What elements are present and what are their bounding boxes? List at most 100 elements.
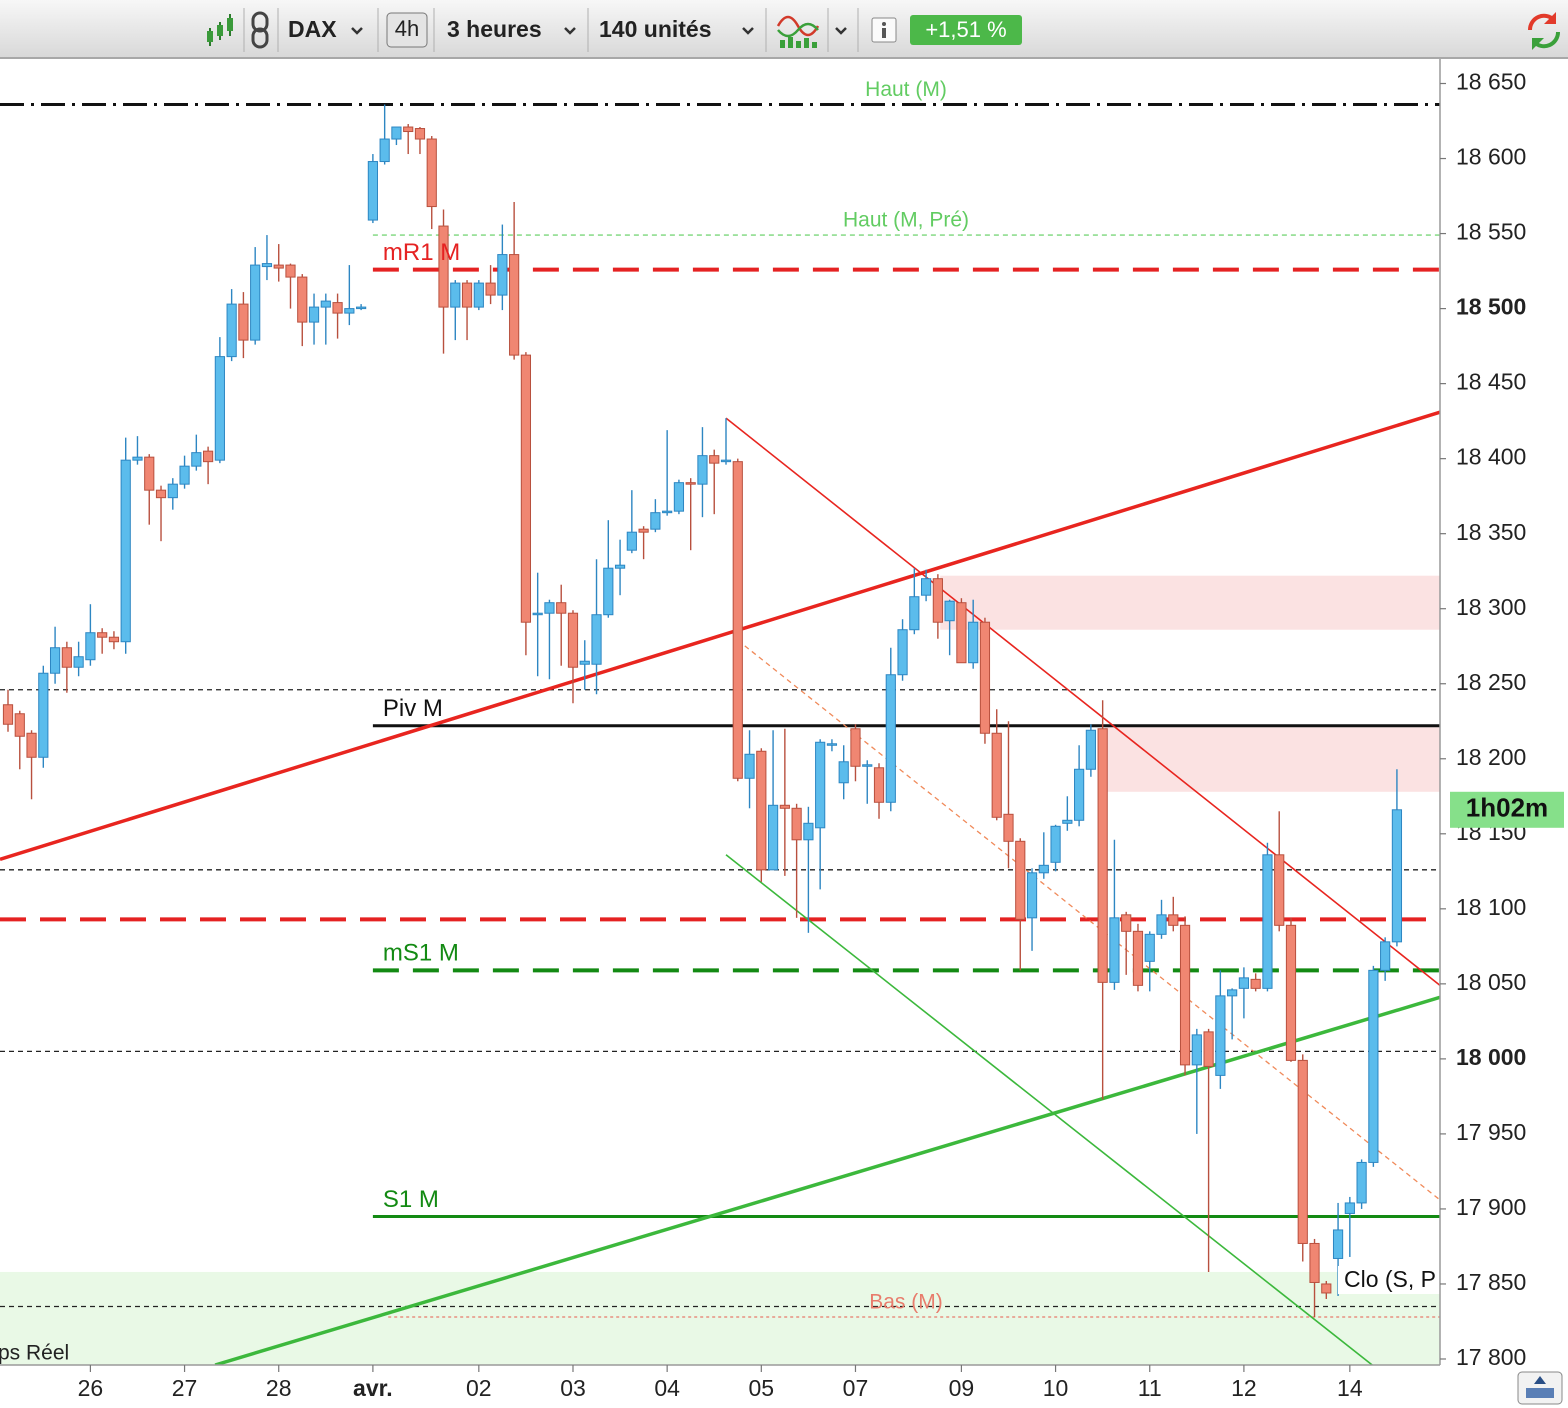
candle-body: [709, 455, 720, 464]
plot-area: Haut (M) Haut (M, Pré) mR1 M Piv M mS1 M S1 M…: [0, 78, 1440, 1365]
candle-body: [49, 647, 61, 674]
info-button[interactable]: [871, 17, 897, 43]
candle-body: [1132, 930, 1144, 986]
x-tick-label: 27: [172, 1375, 198, 1401]
menu-chevron[interactable]: [835, 27, 847, 35]
candle-body: [732, 461, 743, 779]
candle-body: [1321, 1283, 1332, 1294]
candle-body: [979, 621, 991, 734]
candle-body: [1297, 1059, 1308, 1244]
candle-body: [285, 264, 296, 278]
level-label: S1 M: [383, 1186, 439, 1213]
candle-body: [720, 459, 732, 463]
candle-body: [532, 612, 543, 616]
zoom-button[interactable]: [1517, 1371, 1563, 1405]
candle-body: [591, 614, 602, 665]
y-tick-label: 18 650: [1456, 69, 1526, 95]
candle-body: [1368, 969, 1379, 1163]
y-tick-label: 17 900: [1456, 1194, 1526, 1220]
interval-button[interactable]: 4h: [386, 12, 428, 48]
candle-body: [426, 138, 437, 208]
units-selector[interactable]: 140 unités: [599, 16, 754, 42]
level-label: Haut (M, Pré): [843, 209, 969, 232]
candle-body: [144, 456, 155, 491]
indicators-button[interactable]: [776, 15, 820, 48]
zone: [940, 575, 1440, 630]
link-icon[interactable]: [251, 11, 269, 49]
chart-type-icon[interactable]: [207, 14, 233, 46]
level-label: mS1 M: [383, 940, 459, 967]
candle-body: [626, 531, 637, 551]
candle-body: [650, 512, 661, 530]
period: 3 heures: [447, 16, 542, 42]
price-axis: [1440, 58, 1568, 1408]
candle-body: [685, 482, 696, 485]
level-label: Piv M: [383, 695, 443, 722]
interval: 4h: [395, 16, 419, 41]
candle-body: [320, 300, 331, 308]
candle-body: [838, 761, 849, 784]
axes: 18 650 18 600 18 550 18 500 18 450 18 400 18 3…: [78, 69, 1564, 1401]
symbol-selector[interactable]: DAX: [288, 16, 363, 42]
candle-body: [332, 302, 343, 314]
candle-body: [1285, 924, 1297, 1061]
candle-body: [1121, 914, 1132, 932]
candle-body: [461, 282, 473, 308]
candle-body: [155, 489, 167, 499]
candle-body: [567, 612, 579, 668]
level-label: Haut (M): [865, 78, 947, 101]
candle-body: [1003, 813, 1014, 842]
candle-body: [1262, 854, 1273, 989]
candle-body: [226, 303, 237, 358]
candle-body: [968, 621, 979, 664]
annotation: ps Réel: [0, 1342, 69, 1365]
candle-body: [26, 732, 37, 758]
units: 140 unités: [599, 16, 712, 42]
candle-body: [356, 306, 367, 310]
x-tick-label: 09: [949, 1375, 975, 1401]
candle-body: [862, 764, 873, 767]
time-axis: [0, 1365, 1440, 1408]
candle-body: [897, 629, 908, 676]
countdown-label: 1h02m: [1466, 793, 1548, 823]
y-tick-label: 18 500: [1456, 294, 1526, 320]
candle-body: [497, 254, 508, 296]
candle-body: [367, 161, 378, 221]
candle-body: [61, 647, 72, 668]
candle-body: [38, 672, 49, 758]
candle-body: [614, 564, 626, 569]
candle-body: [556, 602, 567, 614]
candle-body: [438, 225, 449, 308]
candle-body: [1026, 872, 1038, 919]
candle-body: [921, 578, 932, 596]
candle-body: [767, 804, 779, 871]
candle-body: [756, 750, 767, 871]
symbol: DAX: [288, 16, 337, 42]
change: +1,51 %: [925, 17, 1006, 42]
candle-body: [944, 600, 955, 622]
toolbar: DAX 4h 3 heures 140 unités: [0, 0, 1568, 59]
candle-body: [873, 767, 885, 803]
candle-body: [544, 602, 555, 614]
candle-body: [520, 354, 532, 623]
candle-body: [179, 465, 190, 485]
trend-line: [214, 995, 1440, 1365]
x-tick-label: 28: [266, 1375, 292, 1401]
candle-body: [885, 674, 896, 803]
candle-body: [1227, 989, 1238, 997]
x-tick-label: 05: [749, 1375, 775, 1401]
period-selector[interactable]: 3 heures: [447, 16, 576, 42]
candle-body: [473, 282, 484, 308]
candle-body: [414, 128, 426, 140]
candle-body: [1085, 729, 1096, 770]
candle-body: [1062, 819, 1073, 824]
x-tick-label: 26: [78, 1375, 104, 1401]
x-tick-label: 02: [466, 1375, 492, 1401]
plot-background: [0, 58, 1440, 1365]
candle-body: [238, 303, 249, 341]
candle-body: [1191, 1034, 1202, 1066]
refresh-button[interactable]: [1527, 12, 1561, 50]
candle-body: [744, 753, 755, 779]
